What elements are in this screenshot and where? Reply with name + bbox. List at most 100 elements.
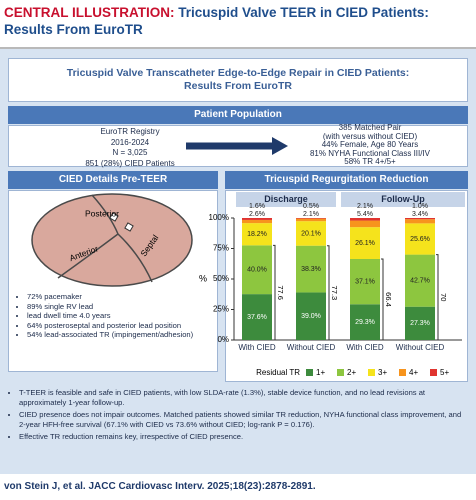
section-heading: Patient Population xyxy=(8,106,468,124)
bar-segment xyxy=(405,218,435,220)
bar-segment xyxy=(296,292,326,340)
bar-segment xyxy=(350,227,380,259)
legend-swatch xyxy=(368,369,375,376)
section-heading: CIED Details Pre-TEER xyxy=(8,171,218,189)
legend-swatch xyxy=(399,369,406,376)
bar-segment xyxy=(242,219,272,224)
y-tick-label: 75% xyxy=(213,244,229,253)
x-tick-label: Without CIED xyxy=(395,343,445,352)
arrow-head xyxy=(272,137,288,155)
legend-label: 4+ xyxy=(409,368,418,377)
value-label: 29.3% xyxy=(355,319,375,326)
bar-segment xyxy=(242,223,272,246)
matched: 385 Matched Pair (with versus without CI… xyxy=(290,123,450,167)
conclusions: T-TEER is feasible and safe in CIED pati… xyxy=(8,388,468,442)
matched-line: 385 Matched Pair xyxy=(338,123,402,132)
lead xyxy=(109,212,119,222)
bracket xyxy=(273,244,276,341)
value-label: 18.2% xyxy=(247,231,267,238)
conclusion: T-TEER is feasible and safe in CIED pati… xyxy=(19,388,468,407)
y-axis-label: % xyxy=(199,273,207,283)
bar-segment xyxy=(296,245,326,293)
lead xyxy=(124,222,134,232)
section-heading: Tricuspid Regurgitation Reduction xyxy=(225,171,468,189)
bracket-label: 66.4 xyxy=(384,292,393,307)
conclusion: CIED presence does not impair outcomes. … xyxy=(19,410,468,429)
y-tick-label: 50% xyxy=(213,274,229,283)
value-label: 26.1% xyxy=(355,240,375,247)
registry-line: 2016-2024 xyxy=(110,137,150,147)
bar-segment xyxy=(405,219,435,224)
value-label: 3.4% xyxy=(412,211,428,218)
value-label: 2.6% xyxy=(249,211,265,218)
legend-title: Residual TR xyxy=(256,368,300,377)
bullet: 89% single RV lead xyxy=(27,302,212,312)
value-label: 1.6% xyxy=(249,203,265,210)
bar-segment xyxy=(296,221,326,246)
bar-segment xyxy=(350,258,380,305)
bar-segment xyxy=(296,218,326,219)
legend-label: 2+ xyxy=(347,368,356,377)
bracket xyxy=(381,258,384,341)
registry-line: N = 3,025 xyxy=(112,148,148,157)
conclusion: Effective TR reduction remains key, irre… xyxy=(19,432,468,442)
registry: EuroTR Registry 2016-2024 N = 3,025 851 … xyxy=(70,127,190,169)
bar-segment xyxy=(242,218,272,220)
legend-swatch xyxy=(337,369,344,376)
figure-title: Tricuspid Valve Transcatheter Edge-to-Ed… xyxy=(8,58,468,102)
bullet: 72% pacemaker xyxy=(27,292,212,302)
matched-line: 58% TR 4+/5+ xyxy=(344,157,396,167)
value-label: 20.1% xyxy=(301,230,321,237)
value-label: 0.5% xyxy=(303,203,319,210)
value-label: 27.3% xyxy=(410,320,430,327)
bar-segment xyxy=(350,220,380,228)
cied-bullets: 72% pacemaker 89% single RV lead lead dw… xyxy=(16,292,212,340)
value-label: 39.0% xyxy=(301,313,321,320)
value-label: 2.1% xyxy=(303,211,319,218)
bar-segment xyxy=(405,254,435,307)
header-label: CENTRAL ILLUSTRATION: xyxy=(4,5,175,20)
group-heading: Discharge xyxy=(236,192,336,207)
y-tick-label: 25% xyxy=(213,305,229,314)
x-tick-label: With CIED xyxy=(346,343,384,352)
bracket xyxy=(327,245,330,341)
bar-segment xyxy=(242,245,272,295)
bracket-label: 77.3 xyxy=(330,286,339,301)
matched-line: (with versus without CIED) xyxy=(322,131,418,141)
legend-label: 3+ xyxy=(378,368,387,377)
x-tick-label: With CIED xyxy=(238,343,276,352)
y-tick-label: 0% xyxy=(217,335,229,344)
legend-label: 5+ xyxy=(440,368,449,377)
citation: von Stein J, et al. JACC Cardiovasc Inte… xyxy=(4,481,316,492)
value-label: 38.3% xyxy=(301,266,321,273)
value-label: 42.7% xyxy=(410,277,430,284)
legend-swatch xyxy=(306,369,313,376)
value-label: 25.6% xyxy=(410,236,430,243)
bullet: lead dwell time 4.0 years xyxy=(27,311,212,321)
value-label: 37.6% xyxy=(247,314,267,321)
registry-line: 851 (28%) CIED Patients xyxy=(85,158,175,168)
legend-label: 1+ xyxy=(316,368,325,377)
header: CENTRAL ILLUSTRATION: Tricuspid Valve TE… xyxy=(4,4,472,38)
header-title: Tricuspid Valve TEER in CIED Patients: R… xyxy=(4,5,429,37)
bar-segment xyxy=(405,306,435,340)
leaflet-label: Posterior xyxy=(85,208,119,218)
valve xyxy=(31,193,193,287)
registry-line: EuroTR Registry xyxy=(100,127,160,136)
bar-segment xyxy=(405,223,435,255)
value-label: 37.1% xyxy=(355,278,375,285)
bullet: 64% posteroseptal and posterior lead pos… xyxy=(27,321,212,331)
group-heading: Follow-Up xyxy=(341,192,465,207)
value-label: 1.0% xyxy=(412,203,428,210)
bracket-label: 70 xyxy=(439,293,448,301)
valve-coaptation xyxy=(57,194,153,283)
y-tick-label: 100% xyxy=(209,213,229,222)
bar-segment xyxy=(296,218,326,222)
bar-segment xyxy=(242,294,272,340)
legend-swatch xyxy=(430,369,437,376)
value-label: 2.1% xyxy=(357,203,373,210)
bar-segment xyxy=(350,304,380,340)
matched-line: 44% Female, Age 80 Years xyxy=(321,140,419,150)
